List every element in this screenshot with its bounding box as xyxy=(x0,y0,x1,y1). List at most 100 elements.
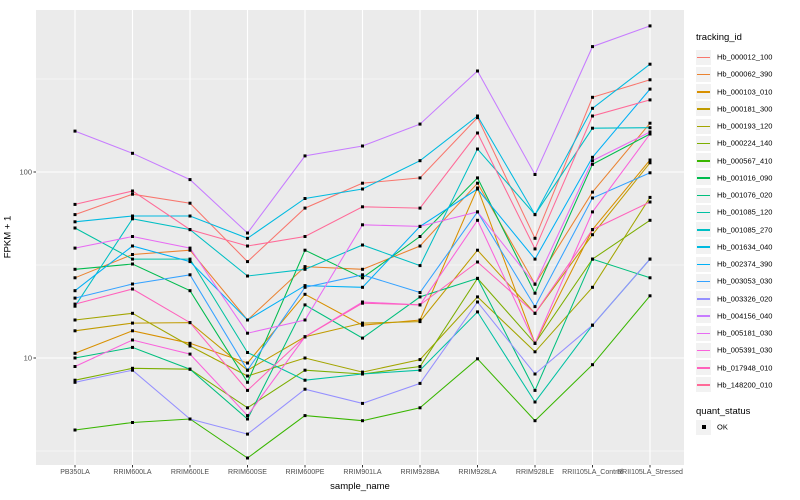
data-point xyxy=(246,388,249,392)
data-point xyxy=(476,131,479,135)
data-point xyxy=(648,87,652,91)
data-point xyxy=(73,365,77,368)
data-point xyxy=(131,151,134,155)
data-point xyxy=(476,210,479,214)
legend-item-label: Hb_001016_090 xyxy=(717,173,773,183)
data-point xyxy=(246,274,249,278)
data-point xyxy=(73,213,77,217)
legend-item-label: Hb_000012_100 xyxy=(717,52,773,62)
legend-item-label: Hb_017948_010 xyxy=(717,363,773,373)
legend-key-line-icon xyxy=(697,298,710,300)
data-point xyxy=(533,247,537,251)
data-point xyxy=(303,265,307,269)
y-axis-title: FPKM + 1 xyxy=(2,215,14,259)
data-point xyxy=(418,244,422,248)
data-point xyxy=(246,406,249,410)
point-square-icon xyxy=(701,425,706,429)
data-point xyxy=(418,176,422,180)
x-tick-label: RRII105LA_Control xyxy=(562,469,623,476)
data-point xyxy=(303,368,307,372)
data-point xyxy=(648,257,652,261)
data-point xyxy=(246,456,249,460)
data-point xyxy=(73,129,77,133)
data-point xyxy=(418,122,422,126)
data-point xyxy=(591,196,594,200)
data-point xyxy=(648,130,652,134)
data-point xyxy=(533,282,537,286)
data-point xyxy=(418,358,422,362)
legend-key-line-icon xyxy=(697,56,710,58)
data-point xyxy=(591,323,594,327)
data-point xyxy=(73,380,77,384)
data-point xyxy=(648,78,652,82)
legend-item-label: Hb_000193_120 xyxy=(717,121,773,131)
data-point xyxy=(418,365,422,368)
data-point xyxy=(246,432,249,436)
data-point xyxy=(303,248,307,252)
x-tick-label: RRII105LA_Stressed xyxy=(617,469,683,476)
panel-background xyxy=(36,10,684,465)
legend-item-label: Hb_002374_390 xyxy=(717,259,773,269)
y-tick-label: 10 xyxy=(23,353,32,363)
data-point xyxy=(591,106,594,110)
legend-key-line-icon xyxy=(697,194,710,197)
data-point xyxy=(131,235,134,238)
data-point xyxy=(188,417,192,421)
data-point xyxy=(246,244,249,248)
data-point xyxy=(188,367,192,371)
data-point xyxy=(188,246,192,250)
data-point xyxy=(648,171,652,175)
legend-key-line-icon xyxy=(697,384,710,386)
data-point xyxy=(533,291,537,295)
data-point xyxy=(591,190,594,194)
data-point xyxy=(303,284,307,288)
data-point xyxy=(188,352,192,356)
data-point xyxy=(73,428,77,432)
data-point xyxy=(476,357,479,361)
data-point xyxy=(361,401,364,405)
data-point xyxy=(246,318,249,322)
legend-item-label: Hb_000181_300 xyxy=(717,104,773,114)
data-point xyxy=(648,195,652,199)
legend-item-label: Hb_148200_010 xyxy=(717,380,773,390)
data-point xyxy=(246,351,249,354)
data-point xyxy=(418,235,422,238)
legend-key-box xyxy=(696,377,711,393)
legend-key-box xyxy=(696,325,711,341)
data-point xyxy=(188,289,192,293)
data-point xyxy=(418,206,422,210)
legend-key-box xyxy=(696,273,711,289)
data-point xyxy=(591,210,594,214)
legend-item-label: Hb_003326_020 xyxy=(717,294,773,304)
legend-item-label: Hb_005391_030 xyxy=(717,345,773,355)
legend-key-line-icon xyxy=(697,332,710,335)
data-point xyxy=(533,388,537,392)
data-point xyxy=(533,341,537,345)
data-point xyxy=(303,378,307,382)
data-point xyxy=(131,217,134,221)
data-point xyxy=(131,329,134,333)
legend-item-label: Hb_001634_040 xyxy=(717,242,773,252)
data-point xyxy=(418,318,422,322)
data-point xyxy=(303,285,307,289)
legend-item-label: Hb_000224_140 xyxy=(717,138,773,148)
data-point xyxy=(131,321,134,325)
x-tick-label: RRIM600LE xyxy=(170,469,210,476)
legend-item-label: Hb_004156_040 xyxy=(717,311,773,321)
data-point xyxy=(131,311,134,315)
legend-key-box xyxy=(696,204,711,220)
data-point xyxy=(533,311,537,315)
legend-key-box xyxy=(696,84,711,99)
data-point xyxy=(246,231,249,235)
legend-key-line-icon xyxy=(697,211,710,214)
legend-item-label: OK xyxy=(717,422,728,432)
data-point xyxy=(361,285,364,289)
data-point xyxy=(303,267,307,271)
data-point xyxy=(533,173,537,176)
legend-key-line-icon xyxy=(697,367,710,369)
data-point xyxy=(476,116,479,120)
data-point xyxy=(648,126,652,130)
legend-title-quant-status: quant_status xyxy=(696,406,751,417)
data-point xyxy=(246,380,249,384)
